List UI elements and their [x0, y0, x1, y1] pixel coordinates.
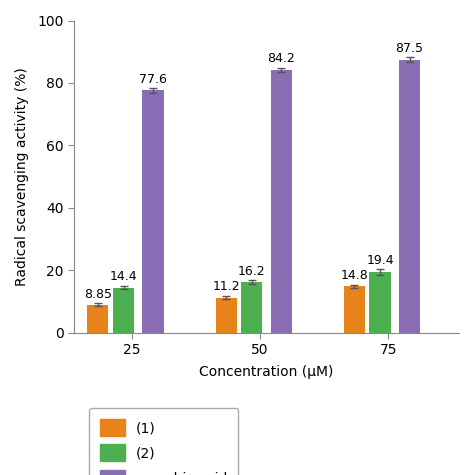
X-axis label: Concentration (μM): Concentration (μM) [200, 365, 334, 379]
Text: 11.2: 11.2 [212, 281, 240, 294]
Bar [369, 272, 391, 332]
Text: 84.2: 84.2 [267, 52, 295, 65]
Bar [271, 70, 292, 332]
Bar [142, 90, 164, 332]
Text: 16.2: 16.2 [238, 265, 265, 277]
Text: 87.5: 87.5 [396, 42, 424, 55]
Text: 8.85: 8.85 [84, 288, 112, 301]
Bar [241, 282, 263, 332]
Text: 14.4: 14.4 [109, 270, 137, 283]
Bar [399, 59, 420, 332]
Legend: (1), (2), ascorbic acid: (1), (2), ascorbic acid [89, 408, 238, 475]
Text: 14.8: 14.8 [340, 269, 368, 282]
Y-axis label: Radical scavenging activity (%): Radical scavenging activity (%) [15, 67, 29, 286]
Bar [113, 287, 134, 332]
Bar [216, 297, 237, 332]
Text: 77.6: 77.6 [139, 73, 167, 86]
Text: 19.4: 19.4 [366, 254, 394, 266]
Bar [87, 305, 109, 332]
Bar [344, 286, 365, 332]
